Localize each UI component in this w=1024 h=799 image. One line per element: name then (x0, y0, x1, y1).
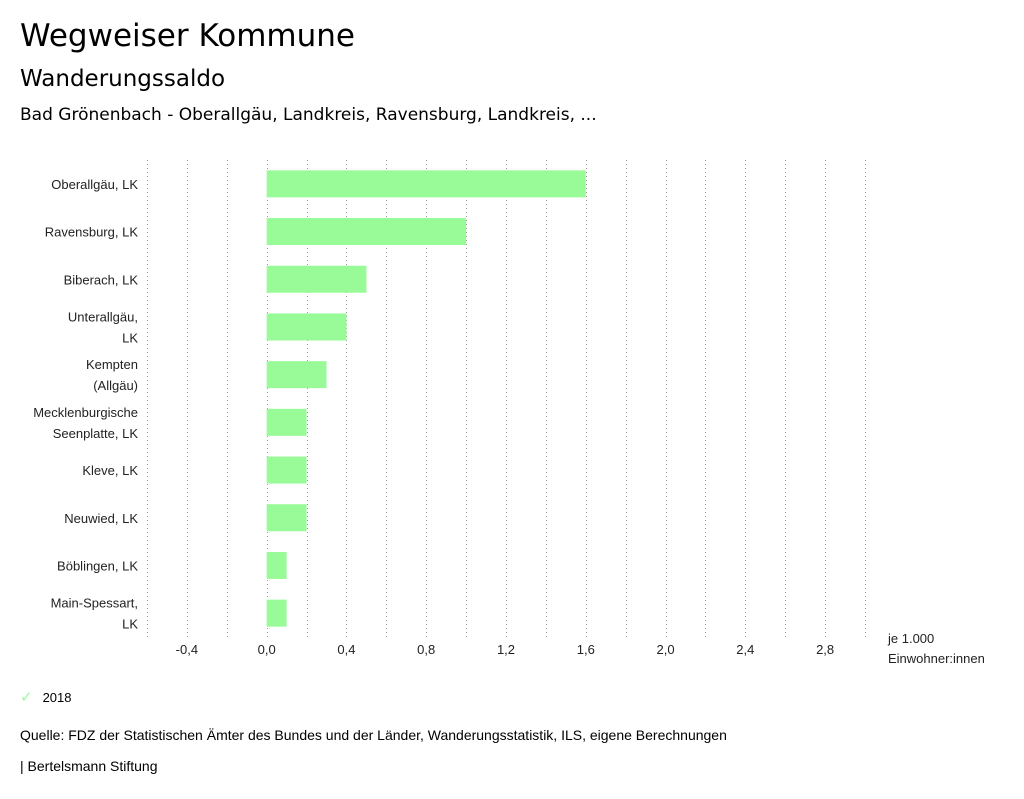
x-tick-label: 1,2 (497, 642, 515, 657)
bar (266, 504, 307, 532)
category-label: Biberach, LK (64, 272, 139, 287)
bar (266, 408, 307, 436)
category-label: Oberallgäu, LK (51, 177, 138, 192)
category-label: Kleve, LK (82, 463, 138, 478)
bar (266, 313, 347, 341)
x-tick-label: 0,8 (417, 642, 435, 657)
checkmark-icon: ✓ (20, 689, 33, 706)
legend[interactable]: ✓ 2018 (20, 688, 72, 706)
x-tick-label: 1,6 (577, 642, 595, 657)
page-title: Wegweiser Kommune (20, 18, 355, 54)
legend-label: 2018 (42, 689, 72, 705)
source-note: Quelle: FDZ der Statistischen Ämter des … (20, 727, 727, 743)
credit-note: | Bertelsmann Stiftung (20, 758, 158, 774)
bar (266, 551, 287, 579)
x-tick-label: 2,8 (816, 642, 834, 657)
bar (266, 456, 307, 484)
category-label: Unterallgäu, LK (68, 309, 138, 345)
x-tick-label: 2,0 (657, 642, 675, 657)
region-heading: Bad Grönenbach - Oberallgäu, Landkreis, … (20, 105, 597, 125)
category-label: Kempten (Allgäu) (86, 357, 138, 393)
bar (266, 170, 586, 198)
category-label: Ravensburg, LK (45, 225, 139, 240)
category-label: Neuwied, LK (64, 511, 138, 526)
x-tick-label: 0,4 (337, 642, 355, 657)
bar (266, 218, 467, 246)
x-tick-label: -0,4 (176, 642, 198, 657)
bar (266, 265, 367, 293)
x-tick-label: 0,0 (258, 642, 276, 657)
bar-chart: Oberallgäu, LK Ravensburg, LK Biberach, LK… (33, 160, 985, 666)
x-tick-label: 2,4 (736, 642, 754, 657)
category-label: Main-Spessart, LK (51, 596, 139, 632)
bar (266, 599, 287, 627)
bar (266, 361, 327, 389)
x-axis-unit-label: je 1.000 Einwohner:innen (887, 631, 985, 666)
page-subtitle: Wanderungssaldo (20, 66, 226, 92)
category-label: Mecklenburgische Seenplatte, LK (33, 405, 138, 441)
category-label: Böblingen, LK (57, 558, 138, 573)
